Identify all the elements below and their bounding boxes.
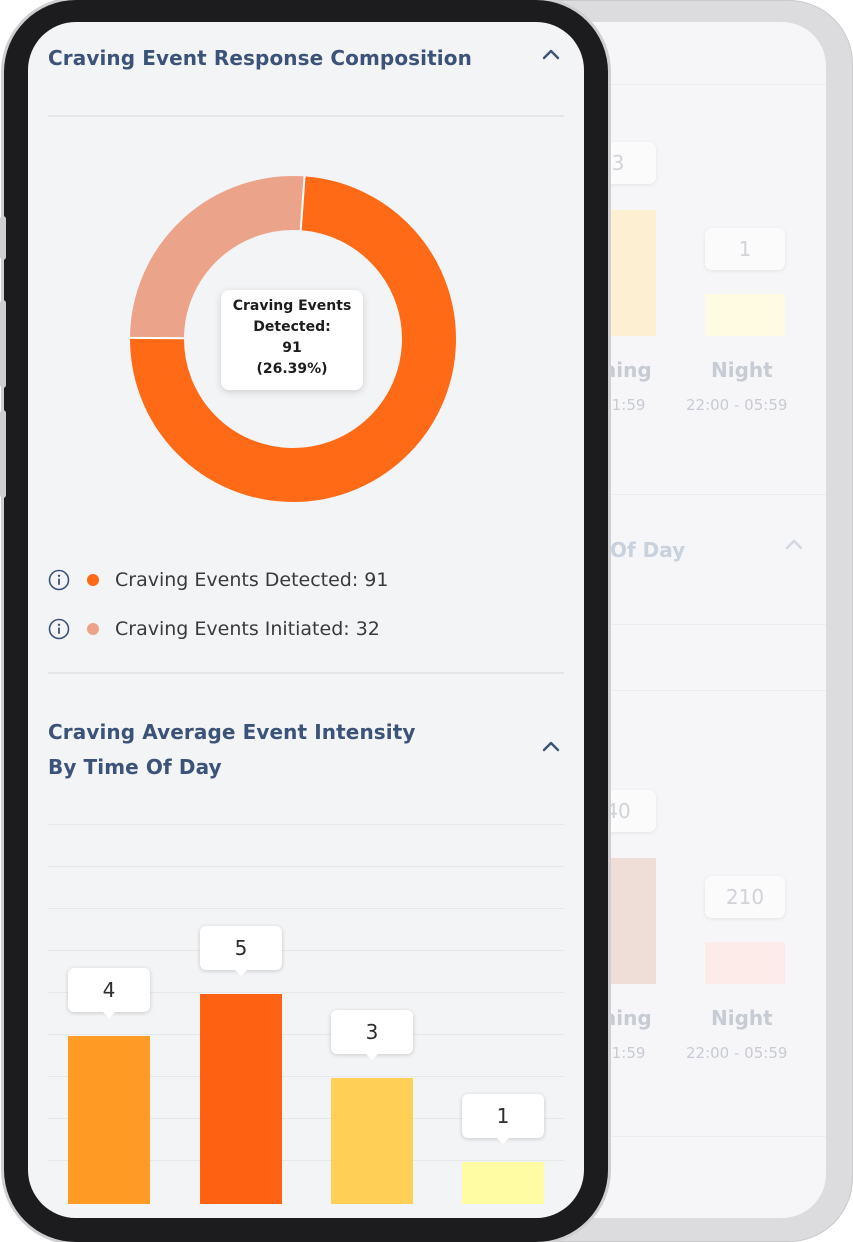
divider — [48, 672, 564, 674]
ghost-bubble-bottom-night: 210 — [705, 876, 785, 918]
chevron-up-icon[interactable] — [540, 736, 562, 758]
legend-item-detected: Craving Events Detected: 91 — [48, 566, 388, 594]
bar-value-label-afternoon: 5 — [200, 926, 282, 976]
bar-value-label-morning: 4 — [68, 968, 150, 1018]
intensity-title-line-2: By Time Of Day — [48, 755, 222, 779]
ghost-chevron-up-icon — [785, 539, 803, 550]
legend-dot-detected — [87, 574, 99, 586]
ghost-night-time-bottom: 22:00 - 05:59 — [686, 1044, 788, 1062]
bar-evening[interactable] — [331, 1078, 413, 1204]
info-icon[interactable] — [48, 569, 70, 591]
donut-chart[interactable] — [128, 174, 458, 504]
info-icon[interactable] — [48, 618, 70, 640]
ghost-evening-label-top: ning — [602, 358, 652, 382]
ghost-night-time-top: 22:00 - 05:59 — [686, 396, 788, 414]
legend-item-initiated: Craving Events Initiated: 32 — [48, 615, 380, 643]
tooltip-line-4: (26.39%) — [256, 361, 328, 377]
phone-screen: Craving Event Response Composition Cravi… — [28, 22, 584, 1218]
chart-tooltip: Craving Events Detected: 91 (26.39%) — [221, 290, 363, 390]
ghost-evening-label-bottom: ning — [602, 1006, 652, 1030]
legend-dot-initiated — [87, 623, 99, 635]
side-button-action — [0, 216, 6, 260]
bar-value-label-night: 1 — [462, 1094, 544, 1144]
legend-text-detected: Craving Events Detected: 91 — [115, 569, 389, 591]
ghost-bar-night-top — [705, 294, 785, 336]
bar-morning[interactable] — [68, 1036, 150, 1204]
tooltip-line-3: 91 — [282, 340, 302, 356]
bar-night[interactable] — [462, 1162, 544, 1204]
ghost-night-label-top: Night — [711, 358, 773, 382]
donut-slice-craving-events-initiated[interactable] — [130, 176, 305, 340]
side-button-volume-up — [0, 300, 6, 388]
side-button-volume-down — [0, 410, 6, 498]
composition-title: Craving Event Response Composition — [48, 46, 472, 70]
divider — [48, 115, 564, 117]
tooltip-line-1: Craving Events — [232, 298, 352, 314]
ghost-bubble-top-night: 1 — [705, 228, 785, 270]
ghost-night-label-bottom: Night — [711, 1006, 773, 1030]
ghost-section-title: Of Day — [610, 538, 686, 562]
bar-afternoon[interactable] — [200, 994, 282, 1204]
bar-value-label-evening: 3 — [331, 1010, 413, 1060]
ghost-bar-night-bottom — [705, 942, 785, 984]
donut-slice-craving-events-detected[interactable] — [130, 176, 456, 502]
chevron-up-icon[interactable] — [540, 44, 562, 66]
donut-separator — [299, 176, 306, 231]
legend-text-initiated: Craving Events Initiated: 32 — [115, 618, 380, 640]
tooltip-line-2: Detected: — [253, 319, 331, 335]
intensity-title-line-1: Craving Average Event Intensity — [48, 720, 416, 744]
